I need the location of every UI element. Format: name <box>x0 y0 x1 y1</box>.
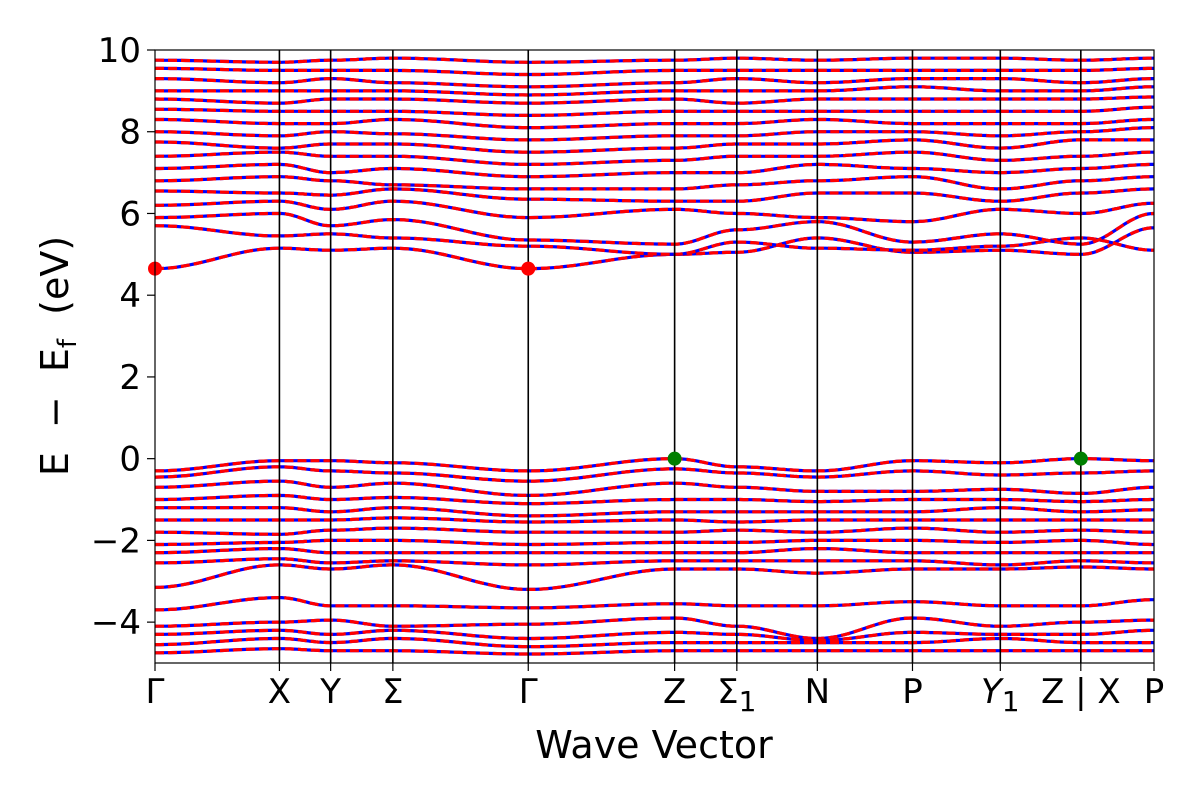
x-tick-label-10: Y1 <box>981 672 1020 718</box>
y-tick-label-3: 0 <box>119 440 141 480</box>
x-tick-label-3: Y <box>319 672 341 712</box>
kpoint-vertical-lines <box>278 50 1082 663</box>
y-axis-label-minus: − <box>33 396 77 428</box>
conduction-band-7-spin-up <box>155 162 1154 179</box>
conduction-band-10-spin-up <box>155 126 1154 142</box>
valence-band-14-spin-up <box>155 628 1154 643</box>
conduction-band-16-spin-up <box>155 66 1154 77</box>
vbm-marker-4 <box>1073 451 1088 466</box>
x-axis-ticks: Γ X Y Σ Γ Z Σ1 N P Y1 Z | X P <box>146 663 1165 718</box>
x-tick-label-1: Γ <box>146 672 165 712</box>
y-axis-label-ef: E <box>33 348 77 372</box>
valence-band-15-spin-up <box>155 636 1154 649</box>
conduction-band-11-spin-up <box>155 117 1154 130</box>
conduction-band-12-spin-up <box>155 105 1154 117</box>
x-tick-label-12: P <box>1144 672 1165 712</box>
bands-layer <box>155 56 1154 656</box>
valence-band-6-spin-up <box>155 516 1154 524</box>
x-tick-label-5: Γ <box>519 672 538 712</box>
valence-band-3-spin-up <box>155 479 1154 497</box>
y-tick-label-1: −4 <box>91 603 141 643</box>
y-tick-label-2: −2 <box>91 521 141 561</box>
x-tick-label-11: Z | X <box>1041 672 1121 712</box>
valence-band-10-spin-up <box>155 557 1154 567</box>
conduction-band-14-spin-up <box>155 85 1154 97</box>
x-tick-label-6: Z <box>663 672 686 712</box>
conduction-band-6-spin-up <box>155 175 1154 191</box>
valence-band-7-spin-up <box>155 526 1154 536</box>
vbm-marker-3 <box>667 451 682 466</box>
conduction-band-17-spin-up <box>155 56 1154 64</box>
conduction-band-4-spin-up <box>155 199 1154 224</box>
plot-frame <box>154 49 1155 664</box>
conduction-band-15-spin-up <box>155 77 1154 89</box>
y-tick-label-8: 10 <box>98 31 141 71</box>
y-tick-label-5: 4 <box>119 276 141 316</box>
x-tick-label-4: Σ <box>382 672 403 712</box>
x-tick-label-8: N <box>805 672 830 712</box>
cbm-marker-2 <box>521 261 536 276</box>
valence-band-12-spin-up <box>155 596 1154 612</box>
x-tick-label-7: Σ1 <box>717 672 756 718</box>
y-tick-label-7: 8 <box>119 113 141 153</box>
valence-band-16-spin-up <box>155 647 1154 656</box>
conduction-band-1-spin-up <box>155 226 1154 271</box>
conduction-band-3-spin-down <box>155 211 1154 246</box>
x-tick-label-2: X <box>268 672 291 712</box>
valence-band-13-spin-up <box>155 616 1154 641</box>
y-axis-label: E − Ef (eV) <box>33 236 85 476</box>
valence-band-4-spin-up <box>155 493 1154 506</box>
x-tick-label-9: P <box>902 672 923 712</box>
valence-band-11-spin-up <box>155 563 1154 591</box>
conduction-band-13-spin-up <box>155 95 1154 105</box>
conduction-band-2-spin-up <box>155 224 1154 256</box>
y-axis-ticks: −4 −2 0 2 4 6 8 10 <box>91 31 155 643</box>
valence-band-9-spin-up <box>155 547 1154 555</box>
x-axis-label: Wave Vector <box>535 723 773 767</box>
conduction-band-8-spin-up <box>155 150 1154 166</box>
y-axis-label-e: E <box>33 452 77 476</box>
valence-band-1-spin-up <box>155 457 1154 473</box>
y-axis-label-unit: (eV) <box>33 236 77 315</box>
valence-band-2-spin-up <box>155 465 1154 483</box>
y-tick-label-6: 6 <box>119 194 141 234</box>
y-tick-label-4: 2 <box>119 358 141 398</box>
conduction-band-9-spin-up <box>155 138 1154 154</box>
y-axis-label-ef-sub: f <box>53 338 83 348</box>
valence-band-5-spin-up <box>155 506 1154 518</box>
valence-band-8-spin-up <box>155 538 1154 547</box>
conduction-band-5-spin-up <box>155 187 1154 203</box>
